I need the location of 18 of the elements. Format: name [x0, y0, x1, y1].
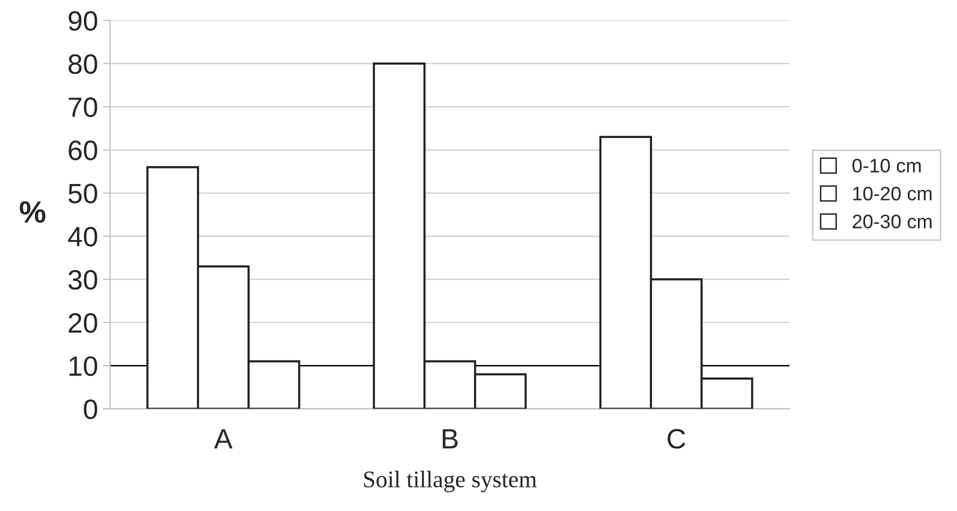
y-tick-label: 0: [84, 399, 98, 420]
y-tick-label: 40: [68, 226, 98, 247]
y-tick-label: 80: [68, 54, 98, 74]
x-axis-title: Soil tillage system: [364, 470, 537, 492]
y-tick-label: 70: [68, 97, 98, 118]
y-tick-label: 10: [69, 356, 98, 376]
y-tick-label: 90: [68, 11, 98, 31]
legend-label: 0-10 cm: [852, 158, 921, 173]
y-axis-title: %: [20, 201, 46, 223]
x-tick-label: A: [214, 429, 233, 448]
x-tick-label: C: [668, 428, 686, 449]
y-tick-label: 60: [68, 140, 98, 160]
legend-label: 20-30 cm: [852, 214, 932, 228]
y-tick-label: 50: [68, 184, 98, 204]
y-tick-label: 30: [68, 270, 98, 290]
y-tick-label: 20: [68, 313, 98, 333]
x-tick-label: B: [442, 429, 458, 448]
legend-label: 10-20 cm: [853, 186, 932, 200]
